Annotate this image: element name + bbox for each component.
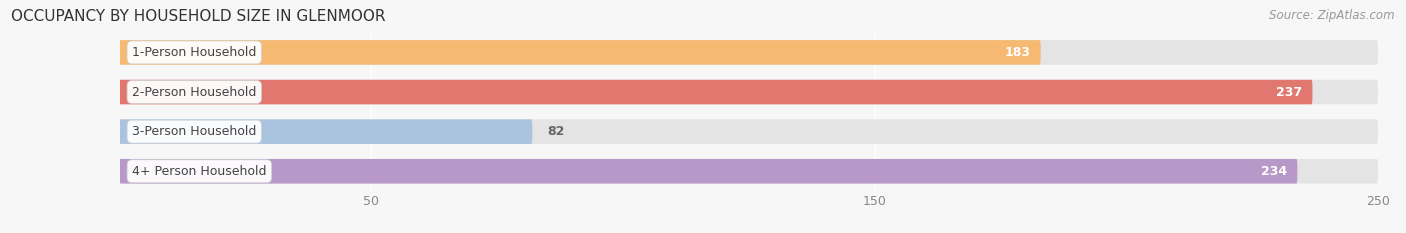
FancyBboxPatch shape bbox=[120, 80, 1312, 104]
Text: 4+ Person Household: 4+ Person Household bbox=[132, 165, 267, 178]
FancyBboxPatch shape bbox=[120, 40, 1040, 65]
FancyBboxPatch shape bbox=[120, 119, 533, 144]
Text: Source: ZipAtlas.com: Source: ZipAtlas.com bbox=[1270, 9, 1395, 22]
FancyBboxPatch shape bbox=[120, 119, 1378, 144]
Text: 82: 82 bbox=[547, 125, 565, 138]
Text: 237: 237 bbox=[1277, 86, 1302, 99]
FancyBboxPatch shape bbox=[120, 40, 1378, 65]
FancyBboxPatch shape bbox=[120, 159, 1378, 184]
Text: 183: 183 bbox=[1004, 46, 1031, 59]
Text: 1-Person Household: 1-Person Household bbox=[132, 46, 256, 59]
Text: 3-Person Household: 3-Person Household bbox=[132, 125, 256, 138]
Text: 2-Person Household: 2-Person Household bbox=[132, 86, 256, 99]
FancyBboxPatch shape bbox=[120, 80, 1378, 104]
FancyBboxPatch shape bbox=[120, 159, 1298, 184]
Text: OCCUPANCY BY HOUSEHOLD SIZE IN GLENMOOR: OCCUPANCY BY HOUSEHOLD SIZE IN GLENMOOR bbox=[11, 9, 385, 24]
Text: 234: 234 bbox=[1261, 165, 1288, 178]
